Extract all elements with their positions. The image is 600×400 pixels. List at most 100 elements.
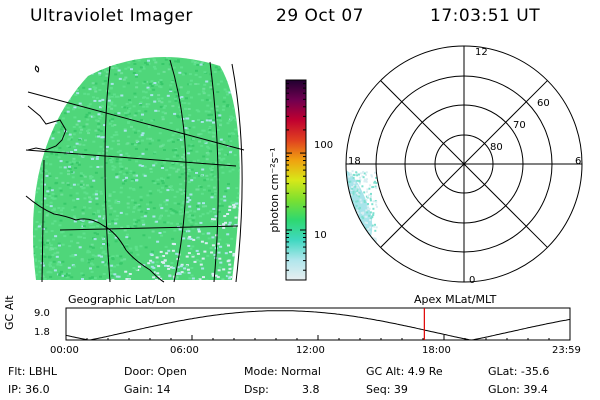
image-pixel bbox=[222, 284, 225, 286]
image-pixel bbox=[119, 211, 123, 214]
image-pixel bbox=[174, 276, 178, 279]
image-pixel bbox=[88, 200, 92, 203]
image-pixel bbox=[124, 76, 128, 79]
image-pixel bbox=[93, 99, 97, 102]
image-pixel bbox=[158, 217, 162, 220]
image-pixel bbox=[101, 82, 105, 85]
image-pixel bbox=[30, 45, 33, 47]
image-pixel bbox=[22, 121, 25, 123]
image-pixel bbox=[94, 286, 97, 288]
image-pixel bbox=[247, 138, 250, 140]
image-pixel bbox=[165, 169, 169, 172]
image-pixel bbox=[45, 155, 49, 158]
image-pixel bbox=[173, 43, 176, 45]
image-pixel bbox=[26, 154, 29, 156]
image-pixel bbox=[25, 146, 28, 148]
image-pixel bbox=[48, 78, 52, 81]
image-pixel bbox=[245, 174, 248, 176]
image-pixel bbox=[237, 46, 240, 48]
image-pixel bbox=[180, 97, 184, 100]
image-pixel bbox=[29, 95, 32, 97]
image-pixel bbox=[148, 190, 152, 193]
image-pixel bbox=[107, 199, 111, 202]
image-pixel bbox=[174, 147, 178, 150]
image-pixel bbox=[33, 174, 37, 177]
image-pixel bbox=[187, 90, 190, 93]
image-pixel bbox=[257, 145, 260, 147]
image-pixel bbox=[232, 252, 236, 255]
image-pixel bbox=[94, 119, 98, 122]
image-pixel bbox=[194, 286, 197, 288]
image-pixel bbox=[23, 189, 26, 191]
image-pixel bbox=[218, 148, 221, 151]
image-pixel bbox=[208, 99, 212, 102]
image-pixel bbox=[253, 209, 256, 211]
image-pixel bbox=[168, 139, 172, 142]
image-pixel bbox=[250, 267, 253, 269]
image-pixel bbox=[85, 284, 88, 286]
image-pixel bbox=[202, 87, 206, 90]
image-pixel bbox=[178, 71, 182, 74]
image-pixel bbox=[102, 227, 106, 230]
image-pixel bbox=[232, 116, 236, 119]
image-pixel bbox=[127, 109, 131, 112]
image-pixel bbox=[246, 265, 249, 267]
image-pixel bbox=[57, 156, 61, 159]
image-pixel bbox=[60, 270, 63, 273]
image-pixel bbox=[45, 125, 49, 128]
polar-data-pixel bbox=[363, 191, 366, 194]
image-pixel bbox=[160, 164, 164, 167]
image-pixel bbox=[244, 115, 247, 117]
image-pixel bbox=[40, 120, 44, 123]
image-pixel bbox=[131, 257, 135, 260]
image-pixel bbox=[54, 95, 58, 98]
image-pixel bbox=[77, 82, 81, 85]
image-pixel bbox=[92, 86, 96, 89]
image-pixel bbox=[227, 259, 231, 262]
image-pixel bbox=[68, 133, 72, 136]
image-pixel bbox=[21, 278, 24, 280]
image-pixel bbox=[174, 277, 178, 280]
polar-data-pixel bbox=[362, 233, 365, 236]
image-pixel bbox=[88, 277, 92, 280]
image-pixel bbox=[195, 171, 198, 174]
image-pixel bbox=[40, 67, 44, 70]
image-pixel bbox=[82, 237, 86, 239]
image-pixel bbox=[221, 279, 225, 281]
image-pixel bbox=[150, 80, 154, 83]
image-pixel bbox=[181, 73, 185, 76]
image-pixel bbox=[33, 87, 36, 89]
image-pixel bbox=[22, 205, 25, 207]
image-pixel bbox=[99, 145, 103, 148]
image-pixel bbox=[185, 53, 188, 55]
image-pixel bbox=[43, 53, 46, 55]
image-pixel bbox=[132, 174, 136, 177]
image-pixel bbox=[82, 154, 86, 157]
image-pixel bbox=[227, 277, 231, 280]
image-pixel bbox=[96, 134, 100, 137]
image-pixel bbox=[100, 165, 104, 168]
image-pixel bbox=[123, 106, 127, 109]
image-pixel bbox=[130, 125, 133, 128]
image-pixel bbox=[25, 141, 28, 143]
image-pixel bbox=[245, 241, 248, 243]
image-pixel bbox=[159, 215, 162, 218]
image-pixel bbox=[181, 137, 185, 140]
image-pixel bbox=[254, 244, 257, 246]
image-pixel bbox=[236, 83, 240, 86]
image-pixel bbox=[28, 172, 31, 174]
image-pixel bbox=[35, 127, 39, 130]
polar-data-pixel bbox=[365, 180, 368, 183]
image-pixel bbox=[247, 127, 250, 129]
image-pixel bbox=[210, 169, 214, 172]
image-pixel bbox=[197, 174, 201, 177]
image-pixel bbox=[68, 272, 71, 275]
image-pixel bbox=[258, 182, 261, 184]
image-pixel bbox=[133, 114, 137, 117]
image-pixel bbox=[68, 245, 72, 248]
polar-mlt-plot bbox=[345, 45, 583, 283]
polar-data-pixel bbox=[375, 226, 378, 229]
image-pixel bbox=[154, 279, 158, 281]
image-pixel bbox=[190, 168, 194, 171]
image-pixel bbox=[22, 61, 25, 63]
